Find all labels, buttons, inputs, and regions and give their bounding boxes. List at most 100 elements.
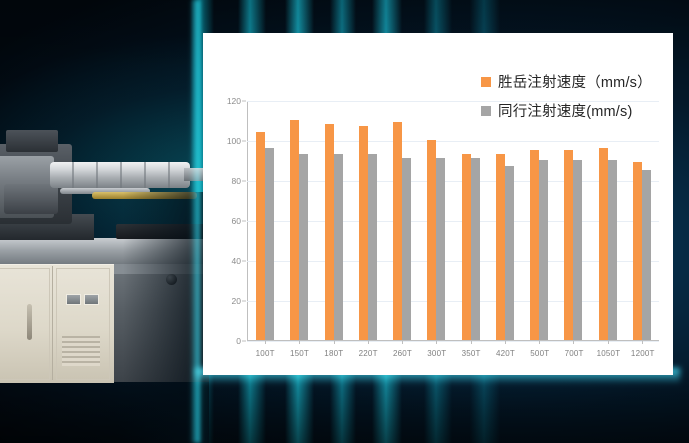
bar-180T-series1[interactable] — [324, 124, 334, 340]
y-axis-tick-label: 80 — [231, 176, 241, 186]
gridline — [247, 301, 659, 302]
x-axis-tick-mark — [299, 340, 301, 344]
x-axis-tick-mark — [539, 340, 541, 344]
machine-motor-cap — [6, 130, 58, 152]
bar-1050T-series2[interactable] — [607, 160, 617, 340]
bar-group — [522, 101, 556, 344]
x-axis-tick-label: 1200T — [630, 349, 655, 358]
x-axis-labels: 100T 150T 180T 220T 260T 300T 350T 420T 500T 700T… — [248, 349, 660, 358]
machine-tie-bar — [60, 188, 150, 194]
gridline — [247, 261, 659, 262]
bar-700T-series2[interactable] — [573, 160, 583, 340]
x-axis-tick-mark — [265, 340, 267, 344]
bar-group — [454, 101, 488, 344]
x-axis-tick-mark — [607, 340, 609, 344]
bar-350T-series2[interactable] — [470, 158, 480, 340]
bar-700T-series1[interactable] — [564, 150, 574, 340]
bar-220T-series2[interactable] — [367, 154, 377, 340]
y-axis-tick-mark — [242, 140, 246, 142]
y-axis-tick-mark — [242, 100, 246, 102]
y-axis-tick-mark — [242, 220, 246, 222]
x-axis-tick-label: 350T — [461, 349, 481, 358]
bar-180T-series2[interactable] — [333, 154, 343, 340]
x-axis-tick-mark — [641, 340, 643, 344]
y-axis-tick-label: 120 — [226, 96, 241, 106]
x-axis-tick-mark — [333, 340, 335, 344]
x-axis-tick-mark — [367, 340, 369, 344]
y-axis-tick-mark — [242, 340, 246, 342]
bar-350T-series1[interactable] — [461, 154, 471, 340]
bar-group — [488, 101, 522, 344]
x-axis-tick-label: 100T — [255, 349, 275, 358]
chart-legend: 胜岳注射速度（mm/s） 同行注射速度(mm/s) — [481, 71, 652, 129]
y-axis-tick-mark — [242, 260, 246, 262]
y-axis-tick-label: 40 — [231, 256, 241, 266]
panel-bottom-glow — [195, 368, 680, 384]
x-axis-tick-mark — [504, 340, 506, 344]
bar-100T-series1[interactable] — [256, 132, 266, 340]
x-axis-tick-mark — [470, 340, 472, 344]
bar-300T-series2[interactable] — [436, 158, 446, 340]
x-axis-tick-label: 500T — [530, 349, 550, 358]
bar-1200T-series1[interactable] — [632, 162, 642, 340]
bar-group — [556, 101, 590, 344]
bar-group — [625, 101, 659, 344]
bar-260T-series1[interactable] — [393, 122, 403, 340]
x-axis-tick-label: 260T — [392, 349, 412, 358]
x-axis-tick-mark — [436, 340, 438, 344]
machine-barrel-bands — [50, 162, 190, 188]
machine-edge-shadow — [0, 192, 209, 443]
plot-area: 0 20 40 60 80 100 120 — [227, 96, 659, 346]
gridline — [247, 141, 659, 142]
bar-group — [282, 101, 316, 344]
x-axis-tick-label: 180T — [324, 349, 344, 358]
chart-panel: 胜岳注射速度（mm/s） 同行注射速度(mm/s) 0 20 40 60 80 100 12… — [203, 33, 673, 375]
bar-group — [385, 101, 419, 344]
x-axis-tick-label: 220T — [358, 349, 378, 358]
bar-260T-series2[interactable] — [402, 158, 412, 340]
x-axis-tick-mark — [402, 340, 404, 344]
panel-left-glow — [190, 0, 200, 443]
bar-1050T-series1[interactable] — [598, 148, 608, 340]
x-axis-line — [247, 340, 659, 341]
bar-group — [591, 101, 625, 344]
bar-500T-series1[interactable] — [530, 150, 540, 340]
legend-item-1: 同行注射速度(mm/s) — [481, 100, 652, 121]
bar-group — [351, 101, 385, 344]
x-axis-tick-label: 700T — [564, 349, 584, 358]
y-axis-tick-mark — [242, 300, 246, 302]
x-axis-tick-label: 1050T — [596, 349, 621, 358]
bar-500T-series2[interactable] — [539, 160, 549, 340]
legend-swatch-icon-0 — [481, 76, 491, 87]
x-axis-tick-label: 150T — [289, 349, 310, 358]
legend-swatch-icon-1 — [481, 105, 491, 116]
bar-1200T-series2[interactable] — [641, 170, 651, 340]
gridline — [247, 221, 659, 222]
gridline — [247, 181, 659, 182]
bar-series-container — [248, 101, 659, 344]
gridline — [247, 101, 659, 102]
injection-molding-machine-photo — [0, 96, 209, 443]
gridline — [247, 341, 659, 342]
bar-220T-series1[interactable] — [358, 126, 368, 340]
legend-item-0: 胜岳注射速度（mm/s） — [481, 71, 652, 92]
y-axis-tick-label: 0 — [236, 336, 241, 346]
x-axis-tick-label: 420T — [495, 349, 515, 358]
bar-100T-series2[interactable] — [265, 148, 275, 340]
x-axis-tick-mark — [573, 340, 575, 344]
bar-420T-series2[interactable] — [504, 166, 514, 340]
legend-label-1: 同行注射速度(mm/s) — [498, 104, 633, 120]
y-axis-tick-label: 100 — [226, 136, 241, 146]
legend-label-0: 胜岳注射速度（mm/s） — [498, 75, 652, 91]
bar-group — [317, 101, 351, 344]
y-axis-tick-mark — [242, 180, 246, 182]
bar-300T-series1[interactable] — [427, 140, 437, 340]
bar-group — [419, 101, 453, 344]
bar-group — [248, 101, 282, 344]
bar-420T-series1[interactable] — [495, 154, 505, 340]
bar-150T-series1[interactable] — [290, 120, 300, 340]
x-axis-tick-label: 300T — [427, 349, 447, 358]
bar-150T-series2[interactable] — [299, 154, 309, 340]
y-axis-tick-label: 20 — [231, 296, 241, 306]
